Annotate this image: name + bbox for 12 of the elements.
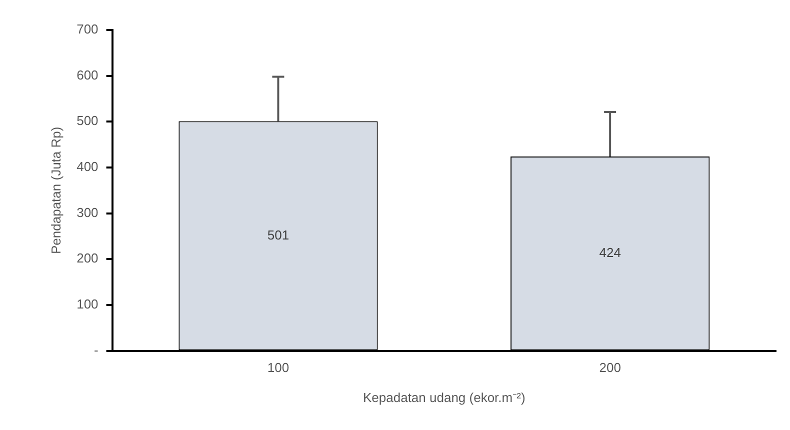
y-tick-label: 600 bbox=[76, 67, 98, 82]
y-axis-title: Pendapatan (Juta Rp) bbox=[48, 126, 64, 254]
data-label: 501 bbox=[267, 227, 290, 242]
y-tick-label: 500 bbox=[76, 113, 98, 128]
x-axis-title: Kepadatan udang (ekor.m⁻²) bbox=[363, 390, 526, 405]
data-label: 424 bbox=[599, 244, 621, 260]
y-tick-label: 300 bbox=[76, 204, 98, 220]
y-tick-label: 100 bbox=[76, 296, 98, 312]
y-tick-label: 400 bbox=[76, 159, 98, 174]
y-tick-label: - bbox=[94, 342, 98, 358]
y-tick-label: 700 bbox=[76, 22, 98, 37]
y-tick-label: 200 bbox=[76, 250, 98, 266]
